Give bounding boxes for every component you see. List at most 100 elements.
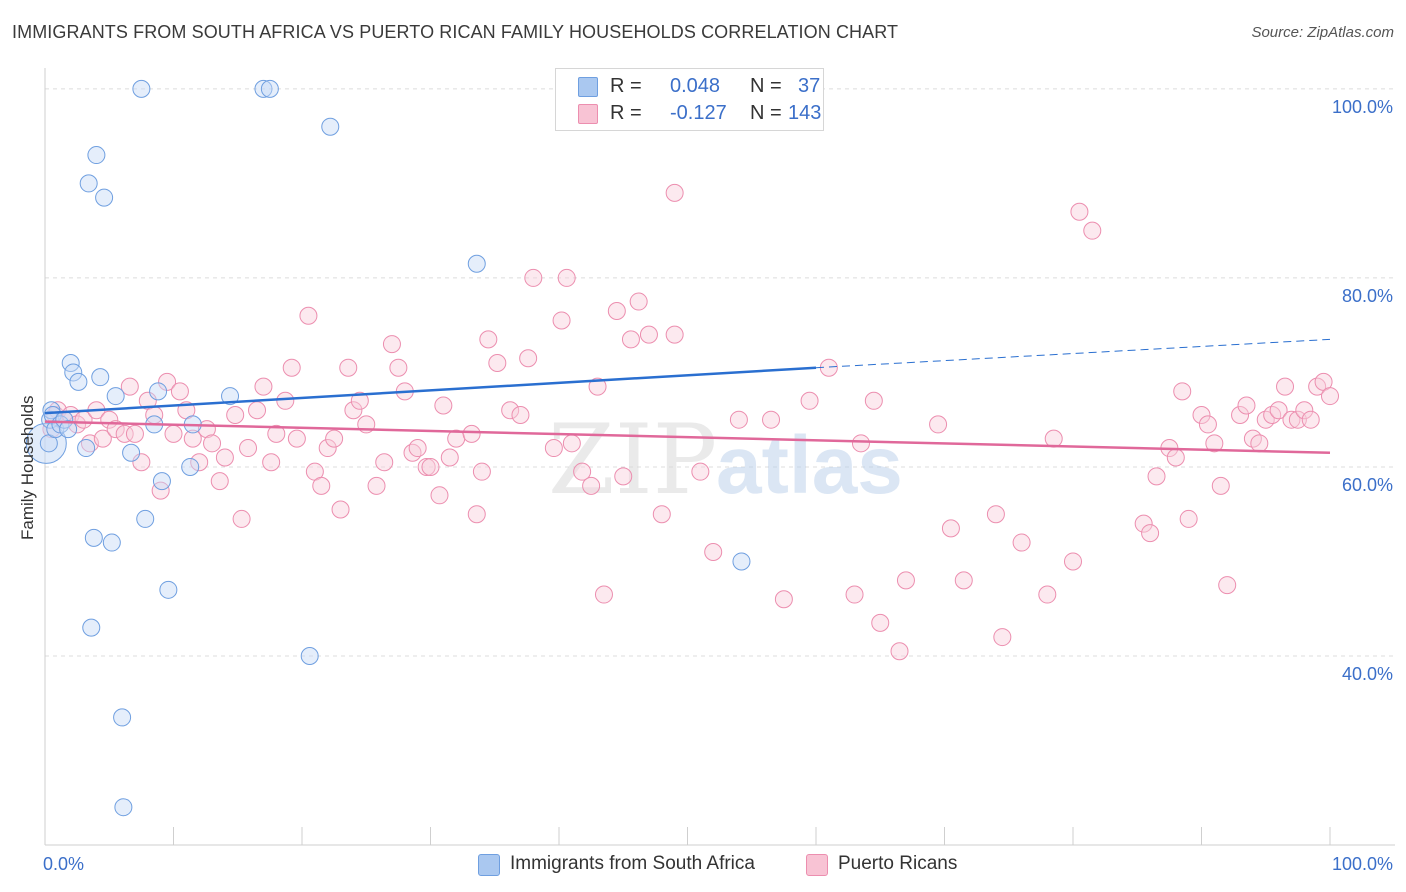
data-point-puerto-ricans [331,500,350,519]
x-tick-label: 100.0% [1332,854,1393,874]
data-point-puerto-ricans [871,613,890,632]
r-label: R = [610,102,642,124]
data-point-puerto-ricans [588,377,607,396]
data-point-puerto-ricans [403,443,422,462]
data-point-puerto-ricans [164,424,183,443]
y-tick-label: 40.0% [1342,664,1393,684]
data-point-puerto-ricans [1012,533,1031,552]
data-point-puerto-ricans [665,325,684,344]
y-axis-label: Family Households [18,395,37,540]
data-point-south-africa [43,405,62,424]
data-point-puerto-ricans [325,429,344,448]
data-point-puerto-ricans [1192,405,1211,424]
legend-swatch-blue [578,77,598,97]
data-point-puerto-ricans [106,420,125,439]
data-point-south-africa [300,646,319,665]
data-point-puerto-ricans [375,453,394,472]
data-point-puerto-ricans [665,183,684,202]
legend-swatch-pink [806,854,828,876]
data-point-puerto-ricans [1044,429,1063,448]
data-point-puerto-ricans [417,457,436,476]
data-point-puerto-ricans [519,349,538,368]
tick-labels: 40.0% 60.0% 80.0% 100.0% 0.0% 100.0% [43,97,1393,874]
data-point-puerto-ricans [479,330,498,349]
data-point-south-africa [122,443,141,462]
data-point-south-africa [64,363,83,382]
data-point-puerto-ricans [993,628,1012,647]
data-point-puerto-ricans [262,453,281,472]
data-point-south-africa [91,368,110,387]
correlation-legend: R = 0.048 N = 37 R = -0.127 N = 143 [555,68,824,131]
data-point-puerto-ricans [467,505,486,524]
data-point-puerto-ricans [1231,405,1250,424]
data-point-puerto-ricans [151,481,170,500]
data-point-puerto-ricans [1198,415,1217,434]
n-value: 37 [798,75,821,97]
y-tick-label: 100.0% [1332,97,1393,117]
legend-swatch-pink [578,104,598,124]
data-point-puerto-ricans [1276,377,1295,396]
data-point-puerto-ricans [434,396,453,415]
data-point-south-africa [77,439,96,458]
data-point-puerto-ricans [248,401,267,420]
data-point-puerto-ricans [524,268,543,287]
data-point-puerto-ricans [1083,221,1102,240]
data-point-puerto-ricans [1205,434,1224,453]
data-point-puerto-ricans [350,391,369,410]
series-south-africa [25,79,751,817]
data-point-south-africa [82,618,101,637]
data-point-puerto-ricans [1070,202,1089,221]
data-point-puerto-ricans [552,311,571,330]
r-label: R = [610,75,642,97]
data-point-south-africa-large [25,422,67,464]
data-point-puerto-ricans [774,590,793,609]
data-point-puerto-ricans [1321,387,1339,406]
data-point-puerto-ricans [440,448,459,467]
data-point-puerto-ricans [896,571,915,590]
data-point-puerto-ricans [203,434,222,453]
data-point-puerto-ricans [544,439,563,458]
data-point-puerto-ricans [652,505,671,524]
data-point-puerto-ricans [488,353,507,372]
legend-label: Puerto Ricans [838,853,958,874]
n-label: N = [750,75,782,97]
legend-label: Immigrants from South Africa [510,853,755,874]
data-point-puerto-ricans [282,358,301,377]
data-point-south-africa [114,798,133,817]
data-point-puerto-ricans [1179,509,1198,528]
data-point-puerto-ricans [1263,405,1282,424]
data-point-puerto-ricans [890,642,909,661]
data-point-south-africa [321,117,340,136]
data-point-puerto-ricans [941,519,960,538]
data-point-puerto-ricans [93,429,112,448]
trend-lines [44,338,1331,455]
trend-line-south-africa [44,366,817,415]
data-point-puerto-ricans [318,439,337,458]
data-point-puerto-ricans [339,358,358,377]
data-point-puerto-ricans [190,453,209,472]
data-point-puerto-ricans [629,292,648,311]
data-point-puerto-ricans [557,268,576,287]
data-point-south-africa [102,533,121,552]
data-point-puerto-ricans [226,405,245,424]
data-point-puerto-ricans [254,377,273,396]
data-point-puerto-ricans [851,434,870,453]
data-point-south-africa [254,79,273,98]
data-point-puerto-ricans [1237,396,1256,415]
data-point-puerto-ricans [170,382,189,401]
data-point-puerto-ricans [1064,552,1082,571]
data-point-puerto-ricans [1141,524,1160,543]
trend-line-south-africa-extension [815,338,1331,369]
data-point-puerto-ricans [1038,585,1057,604]
source-label: Source: ZipAtlas.com [1251,24,1394,41]
data-point-puerto-ricans [232,509,251,528]
data-point-puerto-ricans [729,410,748,429]
data-point-puerto-ricans [389,358,408,377]
watermark: ZIP atlas [548,404,903,516]
data-point-south-africa [732,552,751,571]
data-point-south-africa [136,509,155,528]
data-point-puerto-ricans [501,401,520,420]
data-point-puerto-ricans [1295,401,1314,420]
data-point-puerto-ricans [408,439,427,458]
